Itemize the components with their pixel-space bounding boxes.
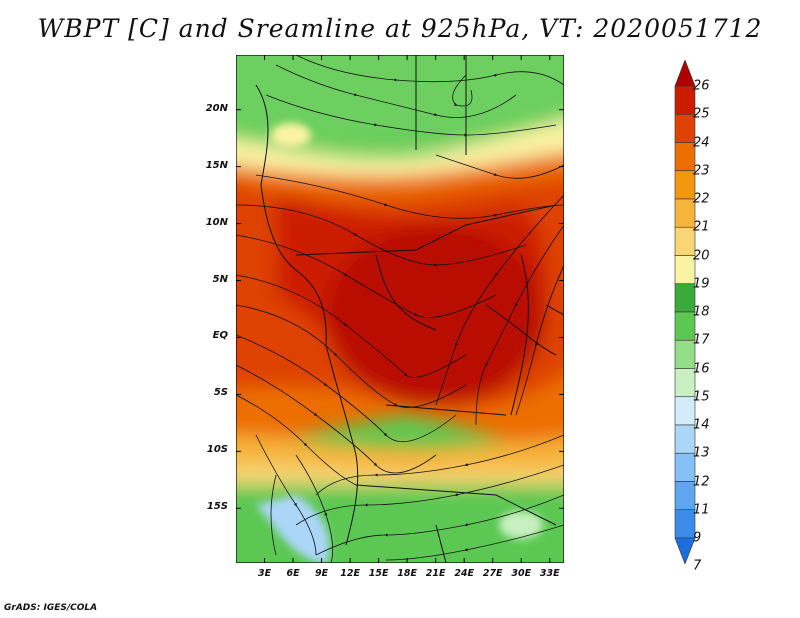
- lon-label: 18E: [397, 568, 417, 579]
- colorbar-swatch: [674, 113, 696, 143]
- colorbar-swatch: [674, 424, 696, 454]
- colorbar-label: 22: [693, 191, 710, 207]
- colorbar-label: 21: [693, 219, 710, 235]
- lon-label: 15E: [368, 568, 389, 579]
- lon-label: 30E: [511, 568, 532, 579]
- colorbar-swatch: [674, 85, 696, 115]
- lat-label: 15N: [205, 159, 228, 171]
- lon-label: 33E: [539, 568, 560, 579]
- colorbar-label: 23: [693, 163, 710, 179]
- lat-label: 10S: [206, 444, 228, 456]
- lon-label: 6E: [286, 568, 300, 579]
- lon-label: 21E: [425, 568, 446, 579]
- south-cool-pocket: [256, 495, 330, 563]
- colorbar-swatch: [674, 509, 696, 539]
- colorbar-label: 16: [693, 361, 710, 376]
- lat-label: 15S: [206, 501, 228, 513]
- lon-label: 3E: [257, 568, 272, 579]
- lat-label: 5S: [213, 387, 228, 399]
- colorbar-label: 17: [693, 332, 710, 348]
- colorbar-label: 9: [693, 530, 702, 546]
- colorbar-swatch: [674, 198, 696, 228]
- colorbar-top-arrow: [674, 60, 696, 87]
- colorbar-swatch: [674, 226, 696, 256]
- colorbar: [674, 60, 696, 564]
- colorbar-label: 15: [693, 389, 710, 405]
- colorbar-label: 13: [693, 445, 710, 461]
- colorbar-label: 25: [693, 106, 710, 122]
- colorbar-swatch: [674, 368, 696, 398]
- streamlines: [236, 55, 564, 563]
- map-svg: [236, 55, 564, 563]
- credit-text: GrADS: IGES/COLA: [4, 603, 98, 613]
- colorbar-swatch: [674, 283, 696, 313]
- lon-label: 9E: [315, 568, 329, 579]
- colorbar-swatch: [674, 170, 696, 200]
- colorbar-bottom-arrow: [674, 537, 696, 564]
- colorbar-label: 18: [693, 304, 710, 320]
- nw-warm-patch: [271, 123, 311, 147]
- colorbar-label: 24: [693, 135, 710, 150]
- colorbar-swatch: [674, 311, 696, 341]
- lat-label: 5N: [212, 273, 228, 285]
- lat-label: EQ: [212, 330, 228, 342]
- lat-label: 20N: [205, 102, 228, 114]
- east-cool-pocket: [499, 511, 543, 539]
- lon-label: 27E: [482, 568, 503, 579]
- colorbar-label: 11: [693, 502, 710, 518]
- chart-title: WBPT [C] and Sreamline at 925hPa, VT: 20…: [37, 14, 763, 43]
- lat-label: 10N: [205, 216, 228, 228]
- colorbar-swatch: [674, 396, 696, 426]
- colorbar-swatch: [674, 481, 696, 511]
- colorbar-label: 26: [693, 78, 710, 94]
- colorbar-swatch: [674, 142, 696, 172]
- lon-label: 24E: [454, 568, 475, 579]
- colorbar-swatch: [674, 452, 696, 482]
- colorbar-swatch: [674, 255, 696, 285]
- lon-label: 12E: [340, 568, 360, 579]
- colorbar-label: 7: [693, 558, 702, 574]
- colorbar-label: 12: [693, 474, 710, 489]
- colorbar-label: 14: [693, 417, 710, 433]
- colorbar-label: 19: [693, 276, 710, 292]
- map-panel: [236, 55, 564, 563]
- colorbar-label: 20: [693, 248, 710, 263]
- colorbar-swatch: [674, 339, 696, 369]
